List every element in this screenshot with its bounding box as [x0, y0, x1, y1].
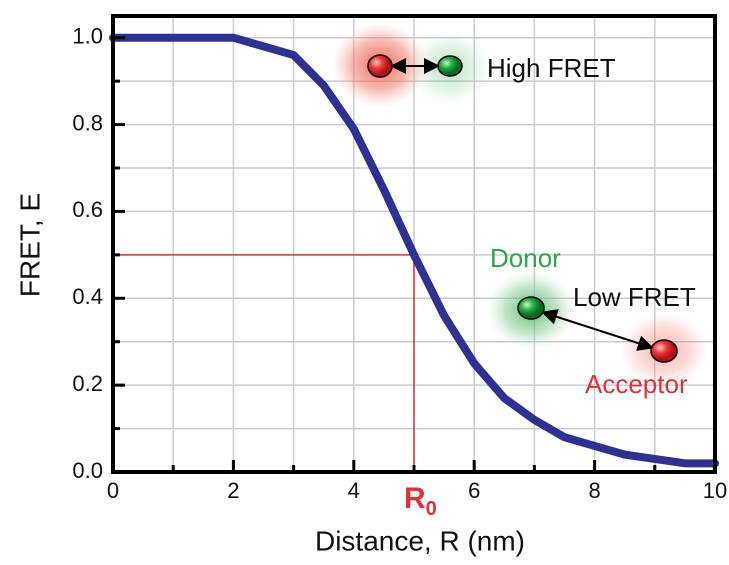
x-tick-label: 0 — [107, 478, 119, 503]
curve — [109, 33, 719, 468]
reference-label-main: R — [404, 482, 426, 515]
reference-label-sub: 0 — [426, 498, 437, 520]
x-tick-label: 10 — [703, 478, 727, 503]
y-tick-label: 0.0 — [72, 458, 103, 483]
y-tick-label: 0.8 — [72, 110, 103, 135]
y-tick-label: 1.0 — [72, 24, 103, 49]
x-tick-label: 2 — [227, 478, 239, 503]
acceptor — [650, 339, 678, 363]
annotation: Low FRET — [573, 282, 696, 312]
x-tick-label: 6 — [468, 478, 480, 503]
acceptor — [367, 54, 393, 78]
y-tick-label: 0.2 — [72, 371, 103, 396]
arrow — [541, 309, 654, 351]
reference-label: R0 — [404, 482, 437, 520]
illustration — [332, 23, 709, 388]
y-tick-label: 0.4 — [72, 284, 103, 309]
donor — [517, 296, 545, 320]
donor — [437, 55, 463, 77]
annotation: Donor — [490, 243, 561, 273]
x-axis-label: Distance, R (nm) — [315, 525, 525, 556]
annotation: Acceptor — [585, 369, 688, 399]
y-tick-label: 0.6 — [72, 197, 103, 222]
x-tick-label: 4 — [348, 478, 360, 503]
x-tick-label: 8 — [588, 478, 600, 503]
annotation: High FRET — [487, 53, 616, 83]
y-axis-label: FRET, E — [14, 193, 45, 297]
